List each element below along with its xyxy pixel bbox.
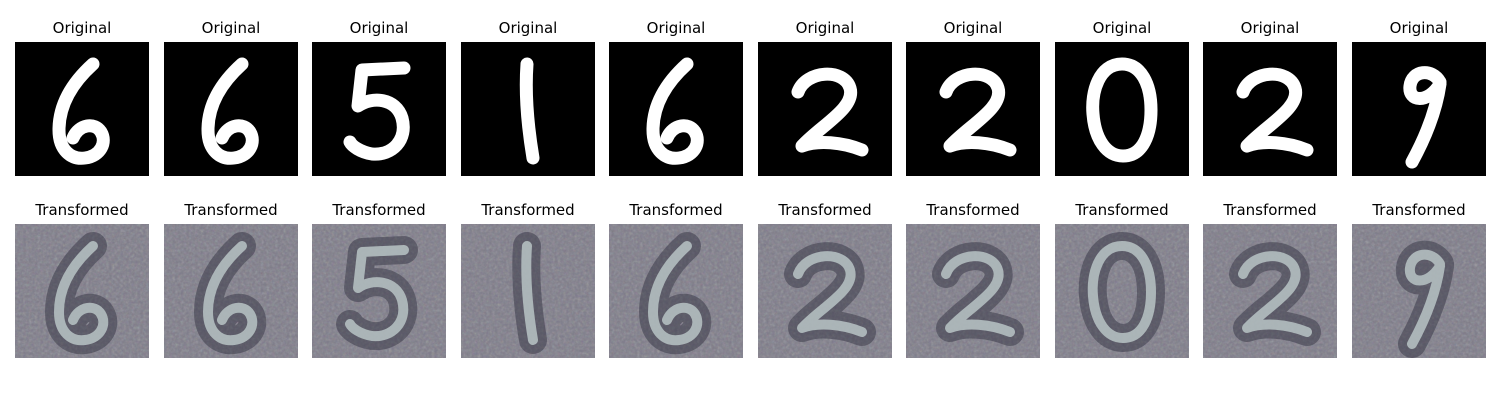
digit-1-stroke	[521, 241, 538, 345]
transformed-digit-image-1	[15, 224, 149, 358]
digit-6-stroke	[54, 241, 109, 346]
digit-9-stroke	[1403, 66, 1447, 169]
original-digit-image-8	[1055, 42, 1189, 176]
digit-6-stroke	[201, 57, 259, 165]
digit-2-stroke	[791, 67, 869, 157]
digit-6-stroke	[648, 241, 703, 346]
original-digit-image-5	[609, 42, 743, 176]
original-digit-image-7	[906, 42, 1040, 176]
transformed-digit-image-10	[1352, 224, 1486, 358]
transformed-digit-image-6	[758, 224, 892, 358]
original-digit-image-6	[758, 42, 892, 176]
transformed-title-5: Transformed	[629, 201, 723, 219]
transformed-title-2: Transformed	[184, 201, 278, 219]
digit-6-stroke	[52, 57, 110, 165]
digit-2-stroke	[941, 251, 1015, 337]
transformed-title-10: Transformed	[1372, 201, 1466, 219]
transformed-digit-image-8	[1055, 224, 1189, 358]
original-title-7: Original	[943, 19, 1003, 37]
original-digit-image-2	[164, 42, 298, 176]
transformed-digit-image-7	[906, 224, 1040, 358]
digit-2-stroke	[1238, 251, 1312, 337]
original-title-8: Original	[1092, 19, 1152, 37]
transformed-digit-image-9	[1203, 224, 1337, 358]
transformed-title-8: Transformed	[1075, 201, 1169, 219]
digit-0-stroke	[1087, 241, 1156, 343]
original-title-6: Original	[795, 19, 855, 37]
digit-6-stroke	[203, 241, 258, 346]
original-digit-image-3	[312, 42, 446, 176]
transformed-title-6: Transformed	[778, 201, 872, 219]
original-digit-image-4	[461, 42, 595, 176]
digit-2-stroke	[1236, 67, 1314, 157]
transformed-digit-image-3	[312, 224, 446, 358]
original-digit-image-1	[15, 42, 149, 176]
original-title-10: Original	[1389, 19, 1449, 37]
digit-1-stroke	[519, 57, 540, 165]
digit-9-stroke	[1404, 249, 1445, 349]
transformed-title-1: Transformed	[35, 201, 129, 219]
digit-2-stroke	[793, 251, 867, 337]
transformed-title-3: Transformed	[332, 201, 426, 219]
original-title-2: Original	[201, 19, 261, 37]
transformed-title-4: Transformed	[481, 201, 575, 219]
digit-0-stroke	[1086, 57, 1158, 163]
transformed-title-9: Transformed	[1223, 201, 1317, 219]
original-title-9: Original	[1240, 19, 1300, 37]
transformed-digit-image-5	[609, 224, 743, 358]
original-title-4: Original	[498, 19, 558, 37]
original-title-1: Original	[52, 19, 112, 37]
original-digit-image-9	[1203, 42, 1337, 176]
original-digit-image-10	[1352, 42, 1486, 176]
digit-5-stroke	[345, 245, 409, 342]
digit-2-stroke	[939, 67, 1017, 157]
digit-5-stroke	[343, 61, 411, 161]
digit-6-stroke	[646, 57, 704, 165]
transformed-digit-image-2	[164, 224, 298, 358]
original-title-3: Original	[349, 19, 409, 37]
transformed-title-7: Transformed	[926, 201, 1020, 219]
original-title-5: Original	[646, 19, 706, 37]
transformed-digit-image-4	[461, 224, 595, 358]
